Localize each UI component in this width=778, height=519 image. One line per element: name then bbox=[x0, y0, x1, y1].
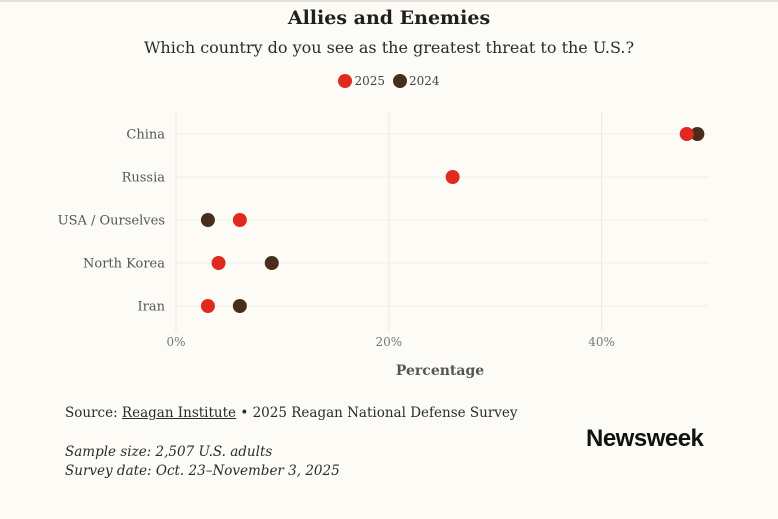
x-tick-label: 20% bbox=[375, 335, 402, 349]
legend: 2025 2024 bbox=[0, 74, 778, 88]
dot-2024-iran bbox=[232, 299, 247, 313]
category-label: North Korea bbox=[83, 257, 165, 272]
newsweek-logo: Newsweek bbox=[586, 425, 704, 452]
dot-2024-north-korea bbox=[264, 256, 279, 270]
legend-item-2024: 2024 bbox=[393, 74, 440, 88]
survey-date: Survey date: Oct. 23–November 3, 2025 bbox=[65, 463, 340, 479]
x-tick-label: 0% bbox=[166, 335, 185, 349]
x-tick-label: 40% bbox=[588, 335, 615, 349]
source-suffix: • 2025 Reagan National Defense Survey bbox=[236, 405, 518, 421]
legend-label-2024: 2024 bbox=[409, 74, 440, 88]
legend-item-2025: 2025 bbox=[338, 74, 385, 88]
source-line: Source: Reagan Institute • 2025 Reagan N… bbox=[65, 405, 518, 421]
dot-2024-china bbox=[690, 127, 705, 141]
dot-2025-russia bbox=[445, 170, 460, 184]
legend-label-2025: 2025 bbox=[354, 74, 385, 88]
chart-title: Allies and Enemies bbox=[287, 7, 491, 29]
legend-swatch-2025 bbox=[338, 74, 353, 88]
x-axis-label: Percentage bbox=[396, 363, 484, 379]
sample-info: Sample size: 2,507 U.S. adults Survey da… bbox=[65, 443, 340, 481]
category-label: USA / Ourselves bbox=[58, 214, 165, 229]
dot-2025-usa-ourselves bbox=[232, 213, 247, 227]
legend-swatch-2024 bbox=[393, 74, 407, 88]
dot-2025-china bbox=[679, 127, 694, 141]
category-label: Iran bbox=[138, 300, 166, 315]
dot-plot: 0% 20% 40% China Russia USA / Ourselves North … bbox=[58, 112, 708, 379]
dot-2025-north-korea bbox=[211, 256, 226, 270]
top-divider bbox=[0, 0, 778, 2]
dot-2025-iran bbox=[200, 299, 215, 313]
dot-2024-usa-ourselves bbox=[200, 213, 215, 227]
chart-subtitle: Which country do you see as the greatest… bbox=[143, 38, 635, 57]
source-prefix: Source: bbox=[65, 405, 122, 421]
category-label: China bbox=[126, 128, 165, 143]
category-label: Russia bbox=[122, 171, 166, 186]
sample-size: Sample size: 2,507 U.S. adults bbox=[65, 444, 273, 460]
source-link[interactable]: Reagan Institute bbox=[121, 405, 237, 421]
